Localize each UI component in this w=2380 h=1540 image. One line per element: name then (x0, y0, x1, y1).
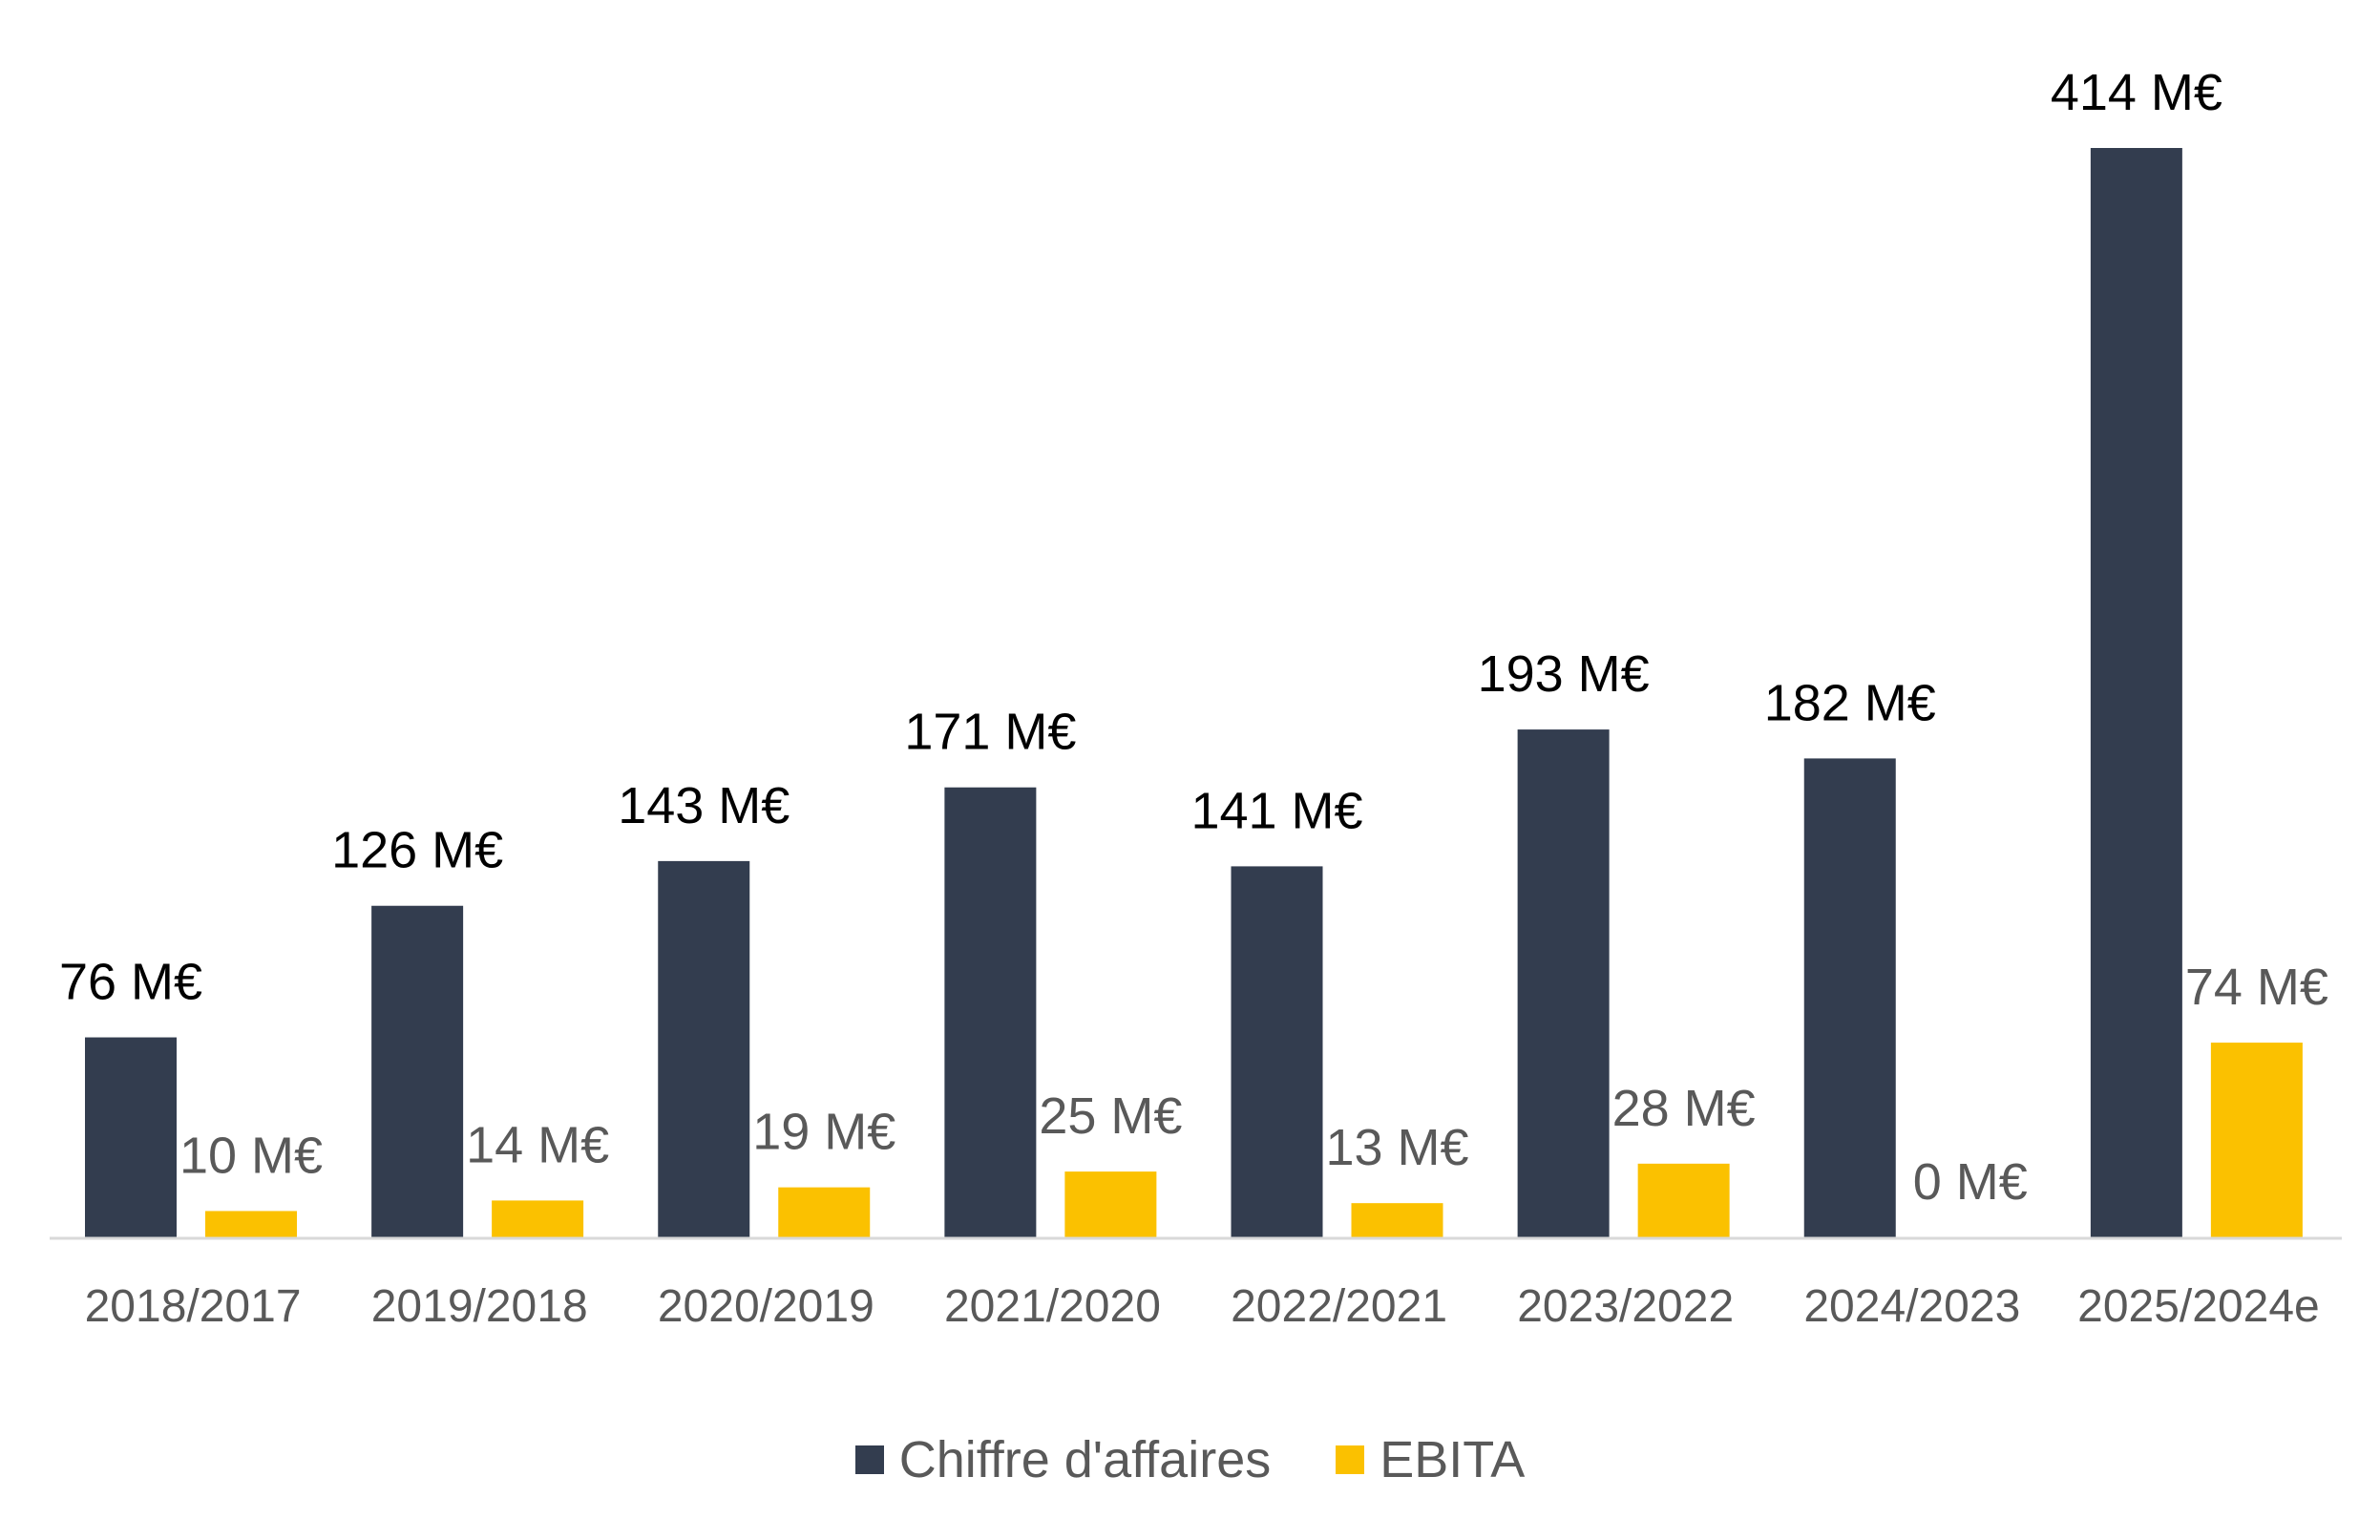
data-label-chiffre-affaires-2021-2020: 171 M€ (904, 704, 1076, 761)
data-label-chiffre-affaires-2018-2017: 76 M€ (59, 954, 202, 1011)
bar-ebita-2018-2017 (205, 1211, 297, 1237)
legend-swatch-ebita (1336, 1445, 1365, 1474)
data-label-chiffre-affaires-2023-2022: 193 M€ (1478, 645, 1650, 703)
legend-label-chiffre-affaires: Chiffre d'affaires (898, 1431, 1272, 1488)
x-tick-label-2022-2021: 2022/2021 (1231, 1281, 1447, 1332)
x-tick-label-2021-2020: 2021/2020 (944, 1281, 1161, 1332)
data-label-ebita-2025-2024e: 74 M€ (2185, 959, 2328, 1016)
value-labels-group: 76 M€ 10 M€ 126 M€ 14 M€ 143 M€ 19 M€ 171 M€ 25… (59, 64, 2328, 1211)
data-label-ebita-2023-2022: 28 M€ (1612, 1080, 1756, 1137)
bar-ebita-2020-2019 (778, 1187, 871, 1237)
legend: Chiffre d'affaires EBITA (0, 1430, 2380, 1489)
bar-chiffre-affaires-2018-2017 (85, 1037, 177, 1237)
data-label-ebita-2021-2020: 25 M€ (1039, 1087, 1182, 1145)
data-label-chiffre-affaires-2022-2021: 141 M€ (1190, 782, 1362, 839)
x-tick-label-2020-2019: 2020/2019 (658, 1281, 874, 1332)
bar-chiffre-affaires-2024-2023 (1803, 758, 1896, 1237)
x-tick-label-2024-2023: 2024/2023 (1803, 1281, 2020, 1332)
data-label-ebita-2019-2018: 14 M€ (466, 1116, 609, 1173)
bar-chiffre-affaires-2021-2020 (944, 787, 1037, 1237)
data-label-ebita-2020-2019: 19 M€ (752, 1104, 895, 1161)
data-label-chiffre-affaires-2019-2018: 126 M€ (331, 822, 503, 879)
legend-label-ebita: EBITA (1380, 1431, 1526, 1488)
x-tick-labels-group: 2018/2017 2019/2018 2020/2019 2021/2020 2022… (85, 1281, 2320, 1332)
bar-chiffre-affaires-2022-2021 (1231, 866, 1323, 1237)
bar-chiffre-affaires-2025-2024e (2090, 148, 2182, 1237)
bar-ebita-2021-2020 (1064, 1171, 1157, 1237)
bar-ebita-2022-2021 (1351, 1203, 1443, 1237)
x-tick-label-2018-2017: 2018/2017 (85, 1281, 302, 1332)
data-label-ebita-2022-2021: 13 M€ (1325, 1119, 1468, 1176)
legend-item-chiffre-affaires: Chiffre d'affaires (854, 1430, 1272, 1489)
data-label-ebita-2024-2023: 0 M€ (1913, 1153, 2028, 1211)
data-label-chiffre-affaires-2020-2019: 143 M€ (618, 777, 790, 834)
data-label-ebita-2018-2017: 10 M€ (179, 1127, 323, 1184)
bar-ebita-2019-2018 (492, 1200, 584, 1237)
bar-chiffre-affaires-2019-2018 (371, 905, 464, 1237)
bar-chiffre-affaires-2023-2022 (1517, 729, 1610, 1237)
bar-ebita-2025-2024e (2210, 1043, 2303, 1237)
data-label-chiffre-affaires-2025-2024e: 414 M€ (2051, 64, 2222, 121)
legend-item-ebita: EBITA (1336, 1430, 1525, 1489)
data-label-chiffre-affaires-2024-2023: 182 M€ (1764, 674, 1936, 731)
x-tick-label-2025-2024e: 2025/2024e (2077, 1281, 2320, 1332)
bar-chiffre-affaires-2020-2019 (658, 860, 750, 1237)
x-tick-label-2023-2022: 2023/2022 (1517, 1281, 1734, 1332)
x-tick-label-2019-2018: 2019/2018 (371, 1281, 588, 1332)
bars-group (85, 148, 2303, 1237)
bar-ebita-2023-2022 (1637, 1163, 1730, 1237)
legend-swatch-chiffre-affaires (854, 1445, 884, 1474)
